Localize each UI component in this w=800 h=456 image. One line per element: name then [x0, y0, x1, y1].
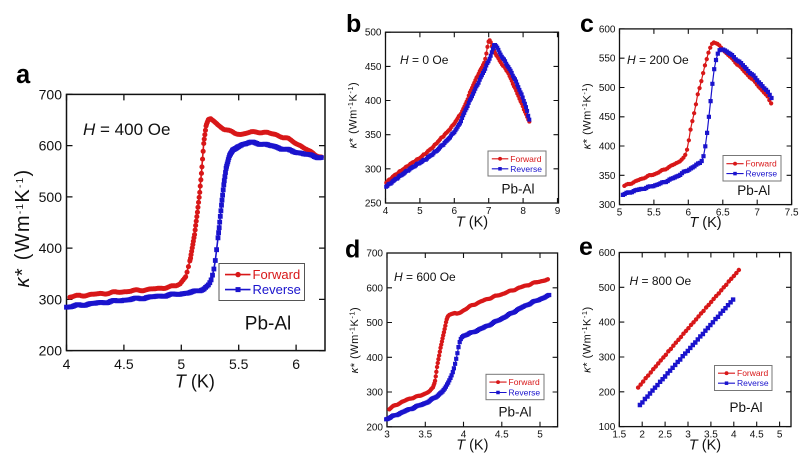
svg-text:5: 5	[537, 430, 543, 441]
svg-text:κ* (Wm-1K-1): κ* (Wm-1K-1)	[580, 306, 594, 372]
svg-text:Reverse: Reverse	[746, 169, 778, 179]
svg-text:Forward: Forward	[509, 377, 540, 387]
svg-text:4: 4	[731, 430, 737, 441]
svg-text:200: 200	[366, 422, 383, 433]
svg-text:5.5: 5.5	[647, 208, 661, 219]
svg-text:400: 400	[599, 142, 616, 153]
svg-text:200: 200	[39, 343, 63, 359]
svg-text:600: 600	[39, 138, 63, 154]
svg-text:4: 4	[63, 356, 71, 372]
svg-text:4: 4	[383, 206, 389, 217]
svg-text:3: 3	[384, 430, 390, 441]
svg-text:400: 400	[39, 240, 63, 256]
svg-text:κ* (Wm-1K-1): κ* (Wm-1K-1)	[12, 169, 34, 288]
svg-text:5: 5	[777, 430, 783, 441]
svg-text:Reverse: Reverse	[510, 164, 542, 174]
svg-text:300: 300	[365, 164, 382, 175]
svg-text:5: 5	[417, 206, 423, 217]
svg-text:500: 500	[365, 28, 382, 39]
svg-text:H = 200 Oe: H = 200 Oe	[627, 53, 689, 67]
svg-text:500: 500	[366, 318, 383, 329]
svg-text:Forward: Forward	[253, 267, 301, 282]
svg-text:700: 700	[366, 249, 383, 260]
svg-text:250: 250	[365, 199, 382, 210]
svg-text:T (K): T (K)	[456, 215, 488, 231]
svg-text:5: 5	[617, 208, 623, 219]
svg-text:c: c	[580, 10, 594, 38]
svg-text:Pb-Al: Pb-Al	[245, 314, 291, 335]
svg-text:Reverse: Reverse	[509, 388, 541, 398]
svg-text:H = 400 Oe: H = 400 Oe	[83, 120, 170, 139]
svg-text:Reverse: Reverse	[253, 282, 301, 297]
svg-text:5: 5	[177, 356, 185, 372]
svg-text:300: 300	[599, 200, 616, 211]
svg-text:Reverse: Reverse	[737, 378, 769, 388]
svg-text:200: 200	[599, 387, 616, 398]
svg-text:κ* (Wm-1K-1): κ* (Wm-1K-1)	[348, 307, 362, 373]
svg-text:4.5: 4.5	[750, 430, 764, 441]
svg-text:7: 7	[486, 206, 492, 217]
svg-text:450: 450	[365, 62, 382, 73]
svg-text:4: 4	[461, 430, 467, 441]
svg-text:500: 500	[599, 83, 616, 94]
svg-text:3: 3	[685, 430, 691, 441]
svg-text:600: 600	[599, 248, 616, 259]
svg-text:400: 400	[365, 96, 382, 107]
svg-text:6.5: 6.5	[716, 208, 730, 219]
svg-text:400: 400	[366, 353, 383, 364]
svg-text:300: 300	[366, 388, 383, 399]
svg-text:3.5: 3.5	[704, 430, 718, 441]
svg-text:500: 500	[599, 283, 616, 294]
svg-text:Pb-Al: Pb-Al	[729, 400, 762, 415]
svg-text:9: 9	[555, 206, 561, 217]
svg-text:350: 350	[365, 130, 382, 141]
svg-text:b: b	[346, 10, 361, 38]
svg-text:600: 600	[366, 283, 383, 294]
svg-text:T (K): T (K)	[689, 437, 721, 453]
svg-text:T (K): T (K)	[689, 215, 721, 231]
svg-text:Forward: Forward	[737, 368, 768, 378]
svg-text:2.5: 2.5	[658, 430, 672, 441]
svg-text:300: 300	[39, 291, 63, 307]
svg-text:a: a	[16, 61, 31, 89]
svg-text:7: 7	[754, 208, 760, 219]
svg-text:Pb-Al: Pb-Al	[737, 183, 770, 198]
svg-text:300: 300	[599, 353, 616, 364]
svg-text:Pb-Al: Pb-Al	[501, 182, 534, 197]
svg-text:H = 0 Oe: H = 0 Oe	[400, 53, 449, 67]
svg-text:6: 6	[292, 356, 300, 372]
svg-text:1.5: 1.5	[612, 430, 626, 441]
svg-text:7.5: 7.5	[785, 208, 799, 219]
svg-text:d: d	[345, 236, 360, 264]
svg-text:3.5: 3.5	[418, 430, 432, 441]
svg-text:e: e	[579, 233, 593, 261]
svg-text:Pb-Al: Pb-Al	[498, 405, 531, 420]
svg-text:T (K): T (K)	[175, 371, 215, 391]
svg-text:400: 400	[599, 318, 616, 329]
svg-text:κ* (Wm-1K-1): κ* (Wm-1K-1)	[346, 82, 360, 148]
svg-text:6: 6	[452, 206, 458, 217]
svg-text:6: 6	[686, 208, 692, 219]
svg-text:4.5: 4.5	[495, 430, 509, 441]
svg-text:T (K): T (K)	[456, 437, 488, 453]
svg-text:4.5: 4.5	[114, 356, 134, 372]
svg-text:Forward: Forward	[510, 154, 541, 164]
svg-text:H = 600 Oe: H = 600 Oe	[394, 270, 456, 284]
svg-text:5.5: 5.5	[229, 356, 249, 372]
svg-text:2: 2	[639, 430, 645, 441]
svg-text:500: 500	[39, 189, 63, 205]
svg-text:550: 550	[599, 54, 616, 65]
svg-text:350: 350	[599, 171, 616, 182]
svg-text:450: 450	[599, 112, 616, 123]
svg-text:700: 700	[39, 86, 63, 102]
svg-text:Forward: Forward	[746, 159, 777, 169]
svg-text:600: 600	[599, 24, 616, 35]
svg-text:100: 100	[599, 422, 616, 433]
svg-text:κ* (Wm-1K-1): κ* (Wm-1K-1)	[580, 83, 594, 149]
svg-text:8: 8	[520, 206, 526, 217]
svg-text:H = 800 Oe: H = 800 Oe	[630, 274, 692, 288]
